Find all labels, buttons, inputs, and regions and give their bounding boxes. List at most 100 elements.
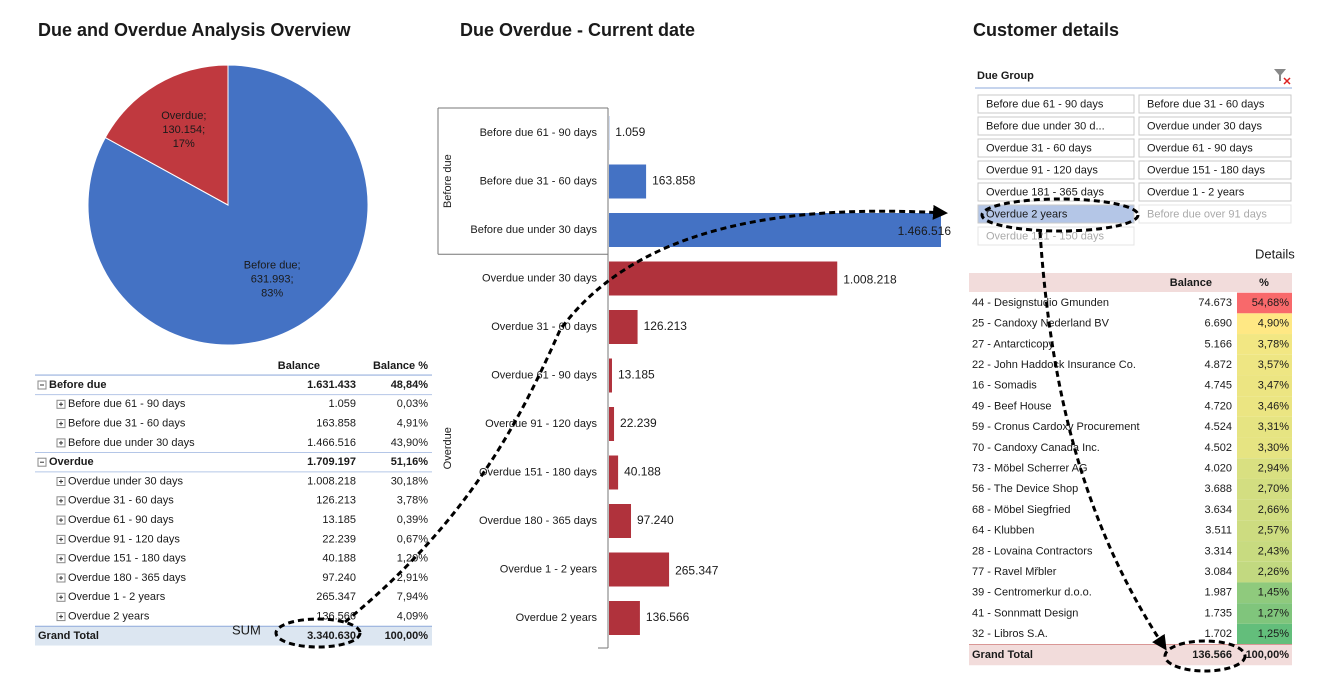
slicer-item[interactable]: Overdue 181 - 365 days <box>986 186 1105 198</box>
slicer-item[interactable]: Before due 61 - 90 days <box>986 98 1104 110</box>
bar <box>609 358 612 393</box>
cell: 126.213 <box>316 495 356 507</box>
cell: 43,90% <box>391 437 429 449</box>
cell: 1.735 <box>1204 607 1232 619</box>
slicer-button[interactable] <box>1138 138 1292 158</box>
column-header: Balance % <box>373 360 428 372</box>
value-label: 1.059 <box>615 125 645 139</box>
row-label: Overdue under 30 days <box>68 475 183 487</box>
row-label: Overdue 151 - 180 days <box>68 553 187 565</box>
slicer-button[interactable] <box>1138 182 1292 202</box>
bar <box>609 455 619 490</box>
heat-cell <box>1237 623 1292 645</box>
row-label: Overdue 180 - 365 days <box>68 572 187 584</box>
row-label: Before due <box>49 379 106 391</box>
cell: 2,43% <box>1258 545 1289 557</box>
slicer-item[interactable]: Before due over 91 days <box>1147 208 1267 220</box>
cell: 3.084 <box>1204 566 1232 578</box>
cell: 3,46% <box>1258 400 1289 412</box>
slicer-item[interactable]: Overdue 91 - 120 days <box>986 164 1098 176</box>
cell: 1,45% <box>1258 587 1289 599</box>
cell: 13.185 <box>322 514 356 526</box>
value-label: 13.185 <box>618 368 655 382</box>
cell: 3,57% <box>1258 359 1289 371</box>
slicer-button[interactable] <box>977 204 1135 224</box>
category-label: Overdue 151 - 180 days <box>479 466 598 478</box>
row-label: Before due under 30 days <box>68 437 195 449</box>
slicer-title: Due Group <box>977 70 1034 82</box>
cell: 3.688 <box>1204 483 1232 495</box>
value-label: 97.240 <box>637 513 674 527</box>
slicer-button[interactable] <box>977 160 1135 180</box>
slicer-button[interactable] <box>977 94 1135 114</box>
clear-filter <box>1283 77 1291 85</box>
cell: 5.166 <box>1204 338 1232 350</box>
customer-name: 32 - Libros S.A. <box>972 628 1048 640</box>
slicer-item[interactable]: Before due 31 - 60 days <box>1147 98 1265 110</box>
heat-cell <box>1237 313 1292 335</box>
category-label: Overdue 31 - 60 days <box>491 321 597 333</box>
heat-cell <box>1237 582 1292 604</box>
category-label: Overdue 2 years <box>516 612 598 624</box>
slicer-button[interactable] <box>977 116 1135 136</box>
slicer-item[interactable]: Overdue 1 - 2 years <box>1147 186 1245 198</box>
slicer-item[interactable]: Overdue 2 years <box>986 208 1068 220</box>
cell: 4,91% <box>397 418 428 430</box>
group-label: Before due <box>442 154 454 208</box>
slicer-item[interactable]: Before due under 30 d... <box>986 120 1105 132</box>
heat-cell <box>1237 541 1292 562</box>
cell: 7,94% <box>397 591 428 603</box>
bar <box>609 504 632 538</box>
column-header: Balance <box>278 360 320 372</box>
slicer-item[interactable]: Overdue 151 - 180 days <box>1147 164 1266 176</box>
value-label: 1.466.516 <box>898 224 952 238</box>
clear-filter <box>1274 69 1286 81</box>
slicer-button[interactable] <box>977 226 1135 246</box>
overview-title: Due and Overdue Analysis Overview <box>38 20 351 40</box>
slicer-item[interactable]: Overdue 121 - 150 days <box>986 230 1105 242</box>
column-header: Balance <box>1170 277 1212 289</box>
heat-cell <box>1237 292 1292 314</box>
header-row <box>969 273 1292 292</box>
row-label: Grand Total <box>972 649 1033 661</box>
slicer-item[interactable]: Overdue 61 - 90 days <box>1147 142 1253 154</box>
ellipse <box>980 197 1140 233</box>
slicer-button[interactable] <box>977 182 1135 202</box>
heat-cell <box>1237 603 1292 624</box>
slicer-button[interactable] <box>1138 204 1292 224</box>
slicer-button[interactable] <box>1138 94 1292 114</box>
pie-label: Overdue; <box>161 110 206 122</box>
annotations <box>274 197 1247 673</box>
cell: 1.709.197 <box>307 456 356 468</box>
cell: 1.987 <box>1204 587 1232 599</box>
arrow <box>344 204 948 624</box>
bar <box>609 601 640 635</box>
heat-cell <box>1237 437 1292 459</box>
slicer-button[interactable] <box>1138 116 1292 136</box>
customer-name: 64 - Klubben <box>972 525 1034 537</box>
slicer-button[interactable] <box>1138 160 1292 180</box>
slicer-item[interactable]: Overdue 31 - 60 days <box>986 142 1092 154</box>
slicer-button[interactable] <box>977 138 1135 158</box>
cell: 4.020 <box>1204 463 1232 475</box>
cell: 4.720 <box>1204 400 1232 412</box>
customer-name: 68 - Möbel Siegfried <box>972 504 1070 516</box>
value-label: 40.188 <box>624 465 661 479</box>
slicer-item[interactable]: Overdue under 30 days <box>1147 120 1262 132</box>
customer-name: 22 - John Haddock Insurance Co. <box>972 359 1136 371</box>
heat-cell <box>1237 499 1292 521</box>
customer-name: 77 - Ravel Mřbler <box>972 566 1057 578</box>
cell: 265.347 <box>316 591 356 603</box>
bar <box>609 552 670 587</box>
cell: 74.673 <box>1198 297 1232 309</box>
cell: 100,00% <box>1246 649 1290 661</box>
pie-label: 631.993; <box>251 274 294 286</box>
cell: 48,84% <box>391 379 429 391</box>
category-label: Overdue 91 - 120 days <box>485 418 597 430</box>
category-label: Overdue 61 - 90 days <box>491 369 597 381</box>
row-label: Overdue 1 - 2 years <box>68 591 166 603</box>
value-label: 136.566 <box>646 610 690 624</box>
cell: 1.702 <box>1204 628 1232 640</box>
cell: 22.239 <box>322 533 356 545</box>
